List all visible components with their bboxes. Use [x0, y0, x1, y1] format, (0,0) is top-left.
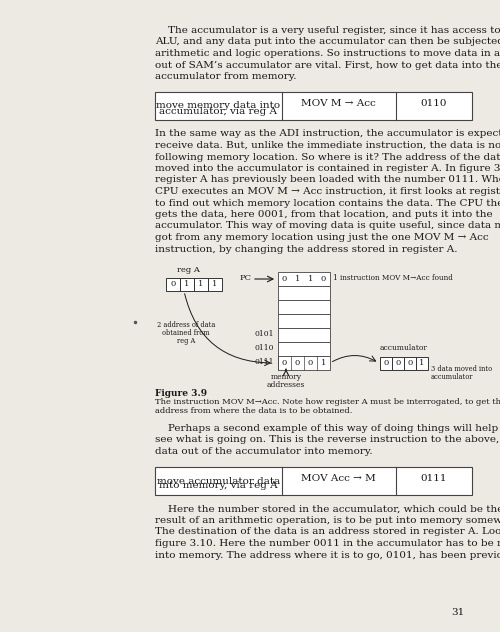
Text: reg A: reg A — [177, 266, 200, 274]
Text: 0: 0 — [408, 359, 412, 367]
Text: moved into the accumulator is contained in register A. In figure 3.9,: moved into the accumulator is contained … — [155, 164, 500, 173]
Bar — [416, 356, 428, 370]
Bar — [278, 314, 330, 328]
Text: reg A: reg A — [177, 337, 195, 345]
Text: 1: 1 — [212, 281, 218, 288]
Text: figure 3.10. Here the number 0011 in the accumulator has to be moved: figure 3.10. Here the number 0011 in the… — [155, 539, 500, 548]
Text: move accumulator data: move accumulator data — [157, 477, 280, 485]
Text: see what is going on. This is the reverse instruction to the above, moving: see what is going on. This is the revers… — [155, 435, 500, 444]
Text: The instruction MOV M→Acc. Note how register A must be interrogated, to get the: The instruction MOV M→Acc. Note how regi… — [155, 398, 500, 406]
Text: Perhaps a second example of this way of doing things will help you: Perhaps a second example of this way of … — [155, 424, 500, 433]
Bar — [194, 278, 208, 291]
Bar — [404, 356, 416, 370]
Text: The accumulator is a very useful register, since it has access to the: The accumulator is a very useful registe… — [155, 26, 500, 35]
Text: out of SAM’s accumulator are vital. First, how to get data into the: out of SAM’s accumulator are vital. Firs… — [155, 61, 500, 70]
Text: Here the number stored in the accumulator, which could be the: Here the number stored in the accumulato… — [155, 504, 500, 513]
Bar — [166, 278, 180, 291]
Text: 1: 1 — [198, 281, 203, 288]
Bar — [155, 92, 472, 119]
Text: 1: 1 — [308, 275, 313, 283]
Text: to find out which memory location contains the data. The CPU then: to find out which memory location contai… — [155, 198, 500, 207]
Text: receive data. But, unlike the immediate instruction, the data is not in the: receive data. But, unlike the immediate … — [155, 141, 500, 150]
Text: arithmetic and logic operations. So instructions to move data in and: arithmetic and logic operations. So inst… — [155, 49, 500, 58]
Text: 1: 1 — [420, 359, 424, 367]
Text: Figure 3.9: Figure 3.9 — [155, 389, 207, 398]
Text: MOV M → Acc: MOV M → Acc — [302, 99, 376, 108]
Text: gets the data, here 0001, from that location, and puts it into the: gets the data, here 0001, from that loca… — [155, 210, 492, 219]
Bar — [392, 356, 404, 370]
Text: 31: 31 — [452, 608, 465, 617]
Text: accumulator, via reg A: accumulator, via reg A — [160, 107, 278, 116]
Text: 2 address of data: 2 address of data — [157, 321, 215, 329]
Text: move memory data into: move memory data into — [156, 102, 280, 111]
Text: into memory, via reg A: into memory, via reg A — [159, 482, 278, 490]
Text: 0: 0 — [282, 275, 287, 283]
Text: data out of the accumulator into memory.: data out of the accumulator into memory. — [155, 447, 372, 456]
Text: 0: 0 — [308, 359, 313, 367]
Text: 0101: 0101 — [254, 330, 274, 338]
Bar — [278, 342, 330, 356]
Bar — [278, 286, 330, 300]
Text: CPU executes an MOV M → Acc instruction, it first looks at register A: CPU executes an MOV M → Acc instruction,… — [155, 187, 500, 196]
Text: addresses: addresses — [267, 381, 305, 389]
Text: ALU, and any data put into the accumulator can then be subjected to: ALU, and any data put into the accumulat… — [155, 37, 500, 47]
Text: 3 data moved into: 3 data moved into — [431, 365, 492, 373]
Text: instruction, by changing the address stored in register A.: instruction, by changing the address sto… — [155, 245, 458, 253]
Bar — [278, 300, 330, 314]
Text: result of an arithmetic operation, is to be put into memory somewhere.: result of an arithmetic operation, is to… — [155, 516, 500, 525]
Text: 0: 0 — [170, 281, 175, 288]
Text: 1: 1 — [321, 359, 326, 367]
Text: into memory. The address where it is to go, 0101, has been previously: into memory. The address where it is to … — [155, 550, 500, 559]
Text: 0: 0 — [282, 359, 287, 367]
Text: 0110: 0110 — [420, 99, 447, 108]
Text: accumulator. This way of moving data is quite useful, since data may be: accumulator. This way of moving data is … — [155, 221, 500, 231]
Bar — [180, 278, 194, 291]
Text: accumulator: accumulator — [431, 373, 474, 381]
Text: 1 instruction MOV M→Acc found: 1 instruction MOV M→Acc found — [333, 274, 453, 282]
Text: 0: 0 — [396, 359, 400, 367]
Bar — [155, 466, 472, 494]
Text: 1: 1 — [295, 275, 300, 283]
Bar — [278, 356, 330, 370]
Text: register A has previously been loaded with the number 0111. When the: register A has previously been loaded wi… — [155, 176, 500, 185]
Text: obtained from: obtained from — [162, 329, 210, 337]
Text: 0: 0 — [321, 275, 326, 283]
Bar — [278, 272, 330, 286]
Bar — [208, 278, 222, 291]
Text: The destination of the data is an address stored in register A. Look at: The destination of the data is an addres… — [155, 528, 500, 537]
Text: PC: PC — [240, 274, 252, 282]
Text: 1: 1 — [184, 281, 190, 288]
Text: 0: 0 — [295, 359, 300, 367]
Text: memory: memory — [270, 373, 302, 381]
Text: 0: 0 — [384, 359, 388, 367]
Text: following memory location. So where is it? The address of the data to be: following memory location. So where is i… — [155, 152, 500, 162]
Text: address from where the data is to be obtained.: address from where the data is to be obt… — [155, 407, 352, 415]
Text: 0111: 0111 — [254, 358, 274, 366]
Bar — [380, 356, 392, 370]
Text: In the same way as the ADI instruction, the accumulator is expected to: In the same way as the ADI instruction, … — [155, 130, 500, 138]
Text: 0111: 0111 — [420, 474, 447, 483]
Text: 0110: 0110 — [254, 344, 274, 352]
Text: got from any memory location using just the one MOV M → Acc: got from any memory location using just … — [155, 233, 488, 242]
Text: accumulator: accumulator — [380, 344, 428, 351]
Bar — [278, 328, 330, 342]
Text: MOV Acc → M: MOV Acc → M — [302, 474, 376, 483]
Text: accumulator from memory.: accumulator from memory. — [155, 72, 296, 81]
